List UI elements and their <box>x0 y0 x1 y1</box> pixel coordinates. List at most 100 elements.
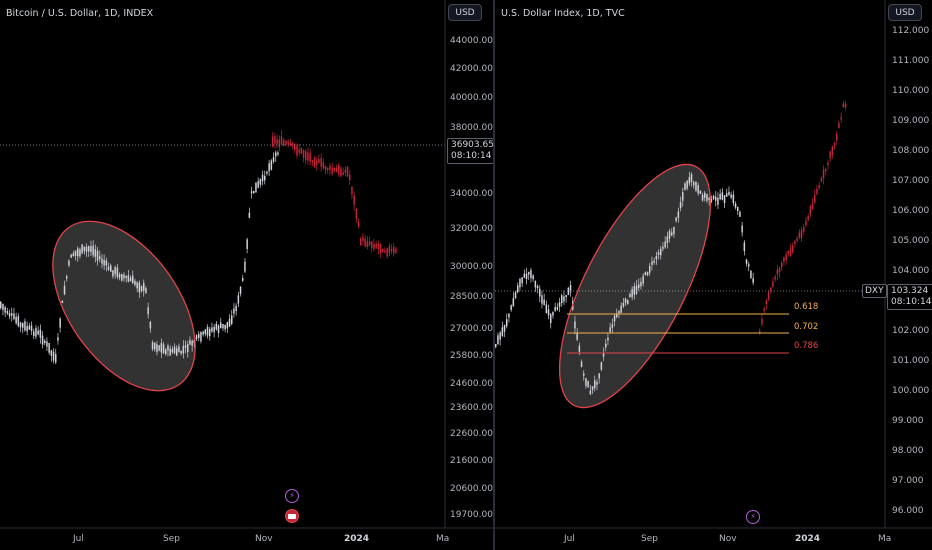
dxy-candle-body <box>596 381 598 385</box>
btc-candle-body <box>61 300 64 303</box>
btc-candle-body <box>143 283 145 291</box>
panel-divider[interactable] <box>493 0 495 550</box>
btc-y-tick: 21600.00 <box>450 456 493 466</box>
btc-candle-body <box>231 315 233 324</box>
dxy-candle-body <box>686 180 688 189</box>
btc-candle-body <box>151 342 154 350</box>
dxy-projection-candle-body <box>829 151 831 159</box>
btc-candle-body <box>35 327 37 337</box>
btc-projection-candle-body <box>379 243 382 254</box>
btc-projection-candle-body <box>357 221 360 227</box>
btc-projection-candle-body <box>289 142 292 146</box>
btc-candle-body <box>277 152 279 155</box>
btc-candle-body <box>28 325 31 330</box>
btc-candle-body <box>268 163 270 172</box>
dxy-candle-body <box>649 266 651 273</box>
btc-candle-body <box>83 246 86 251</box>
btc-candle-body <box>259 178 262 185</box>
btc-candle-body <box>22 322 24 328</box>
btc-candle-body <box>206 326 209 336</box>
btc-chart-title: Bitcoin / U.S. Dollar, 1D, INDEX <box>6 8 154 19</box>
btc-candle-body <box>176 348 178 356</box>
btc-projection-candle-body <box>278 139 281 148</box>
dxy-candle-body <box>715 196 717 201</box>
dxy-y-tick: 96.000 <box>892 506 924 516</box>
btc-candle-body <box>250 191 253 194</box>
btc-candle-body <box>8 312 11 317</box>
btc-projection-candle-body <box>294 143 296 150</box>
btc-chart-canvas[interactable] <box>0 0 493 550</box>
btc-projection-candle-body <box>388 246 391 254</box>
dxy-candle-body <box>706 194 708 201</box>
dxy-candle-body <box>508 313 510 318</box>
dxy-candle-body <box>561 295 563 304</box>
btc-candle-body <box>228 318 231 327</box>
btc-projection-candle-body <box>285 140 287 145</box>
dxy-projection-candle-body <box>822 169 825 179</box>
lightning-icon[interactable]: ⚡ <box>285 489 299 503</box>
dxy-currency-button[interactable]: USD <box>888 4 922 21</box>
btc-candle-body <box>96 250 99 261</box>
dxy-projection-candle-body <box>803 227 805 232</box>
btc-candle-body <box>129 277 132 282</box>
lightning-icon[interactable]: ⚡ <box>746 510 760 524</box>
dxy-projection-candle-body <box>836 133 838 141</box>
dxy-candle-body <box>530 270 532 278</box>
dxy-projection-candle-body <box>825 169 827 172</box>
dxy-x-tick: 2024 <box>795 534 821 544</box>
btc-projection-candle-body <box>362 236 364 242</box>
dxy-candle-body <box>734 203 737 208</box>
btc-candle-body <box>121 274 123 281</box>
btc-candle-body <box>246 239 248 249</box>
flag-event-icon[interactable] <box>285 509 299 523</box>
dxy-candle-body <box>510 305 512 310</box>
dxy-candle-body <box>741 225 743 233</box>
dxy-projection-candle-body <box>778 267 781 273</box>
dxy-candle-body <box>704 192 706 198</box>
btc-candle-body <box>110 265 112 272</box>
btc-currency-button[interactable]: USD <box>448 4 482 21</box>
dxy-candle-body <box>532 275 534 280</box>
btc-candle-body <box>182 345 185 354</box>
btc-candle-body <box>184 345 187 348</box>
btc-projection-candle-body <box>353 195 355 205</box>
btc-candle-body <box>270 160 273 170</box>
dxy-projection-candle-body <box>765 300 768 305</box>
btc-candle-body <box>235 305 237 311</box>
dxy-chart-panel[interactable]: U.S. Dollar Index, 1D, TVC USD 0.618 0.7… <box>495 0 932 550</box>
btc-candle-body <box>237 295 240 304</box>
dxy-candle-body <box>497 335 499 345</box>
dxy-candle-body <box>503 324 506 332</box>
dxy-candle-body <box>541 295 543 304</box>
btc-candle-body <box>88 246 90 252</box>
btc-candle-body <box>202 331 204 335</box>
btc-projection-candle-body <box>364 238 366 247</box>
btc-projection-candle-body <box>302 150 305 158</box>
btc-projection-candle-body <box>296 145 298 156</box>
btc-candle-body <box>17 316 20 326</box>
btc-y-tick: 42000.00 <box>450 64 493 74</box>
dxy-y-tick: 111.000 <box>892 56 930 66</box>
dxy-last-price-tag: 103.324 08:10:14 <box>887 284 932 310</box>
dxy-projection-candle-body <box>816 188 818 195</box>
dxy-projection-candle-body <box>783 257 785 262</box>
btc-y-tick: 22600.00 <box>450 429 493 439</box>
dxy-candle-body <box>660 248 662 256</box>
btc-projection-candle-body <box>311 160 314 163</box>
btc-y-tick: 28500.00 <box>450 292 493 302</box>
btc-chart-panel[interactable]: Bitcoin / U.S. Dollar, 1D, INDEX USD 440… <box>0 0 493 550</box>
dxy-candle-body <box>600 362 603 370</box>
dxy-chart-canvas[interactable] <box>495 0 932 550</box>
btc-candle-body <box>160 343 163 353</box>
dxy-candle-body <box>565 294 567 298</box>
dxy-candle-body <box>605 343 607 348</box>
btc-projection-candle-body <box>298 149 300 153</box>
dxy-projection-candle-body <box>831 146 834 155</box>
dxy-candle-body <box>651 261 653 265</box>
btc-candle-body <box>136 282 138 289</box>
dxy-candle-body <box>528 272 530 275</box>
btc-projection-candle-body <box>280 136 283 145</box>
dxy-candle-body <box>666 236 669 243</box>
btc-candle-body <box>13 313 15 320</box>
btc-candle-body <box>90 246 92 252</box>
